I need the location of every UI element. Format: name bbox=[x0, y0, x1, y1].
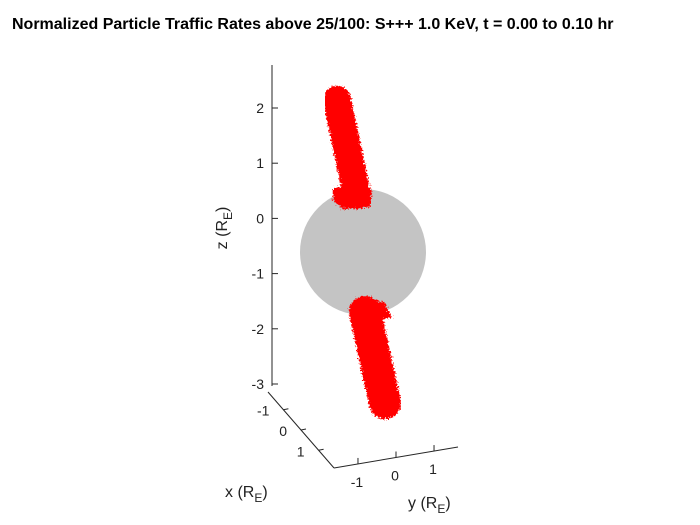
traffic-region-north bbox=[323, 86, 372, 209]
x-tick-mark bbox=[283, 408, 289, 411]
x-axis-label: x (RE) bbox=[225, 484, 268, 505]
y-label-main: y (R bbox=[408, 495, 437, 512]
x-tick-label: 1 bbox=[297, 443, 305, 459]
y-label-sub: E bbox=[437, 502, 445, 516]
x-axis-ticks: -1 01 bbox=[257, 403, 324, 459]
x-tick-label: 0 bbox=[279, 423, 287, 439]
z-tick-label: 2 bbox=[256, 100, 264, 116]
earth-sphere bbox=[300, 189, 426, 315]
x-label-main: x (R bbox=[225, 484, 254, 501]
x-tick-mark bbox=[318, 448, 324, 451]
chart-title: Normalized Particle Traffic Rates above … bbox=[12, 16, 614, 33]
x-label-sub: E bbox=[254, 491, 262, 505]
y-tick-label: 1 bbox=[429, 461, 437, 477]
z-tick-label: 1 bbox=[256, 155, 264, 171]
z-label-close: ) bbox=[214, 207, 231, 212]
x-label-close: ) bbox=[262, 484, 267, 501]
z-tick-label: 0 bbox=[256, 210, 264, 226]
traffic-region-south bbox=[349, 296, 401, 419]
y-label-close: ) bbox=[445, 495, 450, 512]
z-tick-label: -1 bbox=[252, 266, 265, 282]
y-axis-label: y (RE) bbox=[408, 495, 451, 516]
y-tick-label: -1 bbox=[351, 474, 364, 490]
z-axis-ticks: 2 1 0 -1 -2 -3 bbox=[252, 100, 278, 392]
x-tick-label: -1 bbox=[257, 403, 270, 419]
z-tick-label: -3 bbox=[252, 376, 265, 392]
x-tick-mark bbox=[300, 428, 307, 431]
y-axis-ticks: -1 0 1 bbox=[351, 445, 437, 490]
z-label-main: z (R bbox=[214, 220, 231, 249]
y-tick-label: 0 bbox=[391, 468, 399, 484]
z-tick-label: -2 bbox=[252, 321, 265, 337]
z-label-sub: E bbox=[221, 212, 235, 220]
z-axis-label: z (RE) bbox=[214, 207, 235, 250]
